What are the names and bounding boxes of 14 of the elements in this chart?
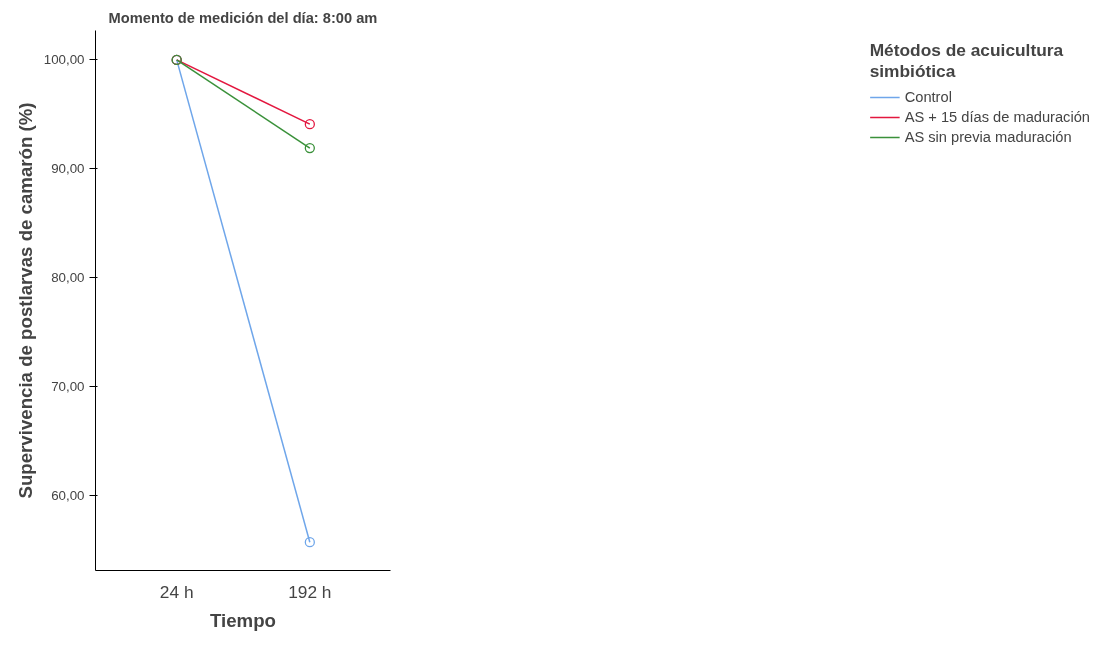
y-tick-label: 90,00 xyxy=(51,161,85,177)
x-tick-label: 192 h xyxy=(288,581,332,602)
y-axis-title: Supervivencia de postlarvas de camarón (%) xyxy=(14,102,36,499)
x-axis-title: Tiempo xyxy=(210,609,276,631)
y-tick-label: 100,00 xyxy=(43,52,85,68)
y-tick-label: 80,00 xyxy=(51,270,85,286)
x-tick-label: 24 h xyxy=(159,581,194,602)
legend-label: AS sin previa maduración xyxy=(904,129,1072,145)
legend-label: Control xyxy=(904,89,952,105)
legend-label: AS + 15 días de maduración xyxy=(904,109,1090,125)
y-tick-label: 60,00 xyxy=(51,487,85,503)
legend-title: Métodos de acuicultura simbiótica xyxy=(869,40,1065,82)
chart-title: Momento de medición del día: 8:00 am xyxy=(108,9,378,26)
y-tick-label: 70,00 xyxy=(51,379,85,395)
